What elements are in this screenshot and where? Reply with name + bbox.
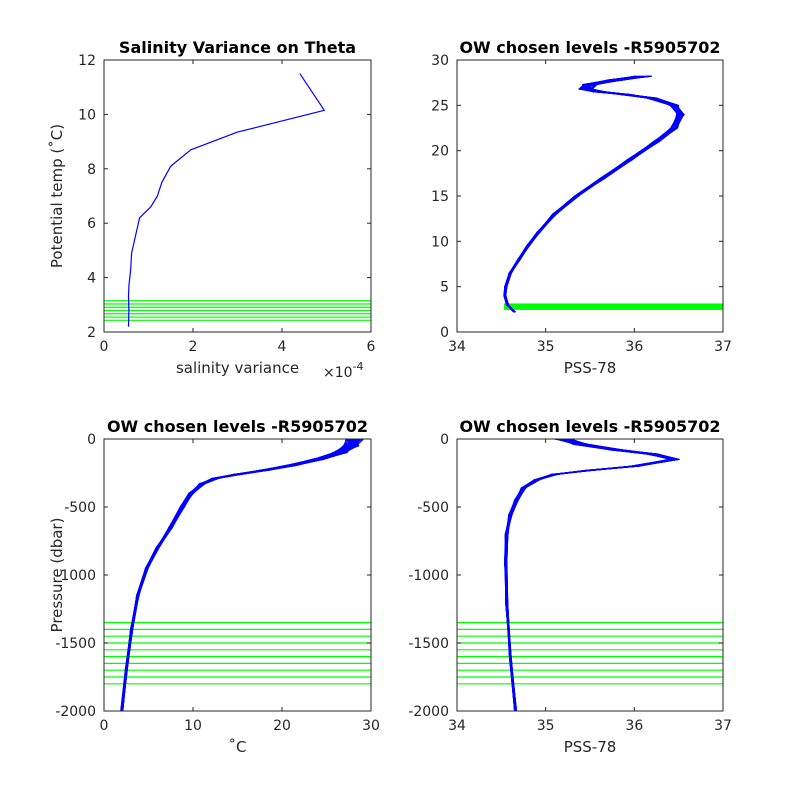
y-tick-label: 30 <box>431 53 449 69</box>
x-tick-label: 4 <box>278 339 287 355</box>
chart-title: OW chosen levels -R5905702 <box>459 38 720 57</box>
x-tick-label: 30 <box>362 718 380 734</box>
panel-pres-temp: 0 10 20 30 -2000 -1500 -1000 -500 0 OW chosen lev… <box>48 417 380 756</box>
x-tick-label: 2 <box>189 339 198 355</box>
plot-area <box>503 75 723 313</box>
panel-theta-sal: 34 35 36 37 0 5 10 15 20 25 30 OW chosen levels -R5… <box>431 38 732 377</box>
y-tick-label: 0 <box>87 432 96 448</box>
y-tick-label: 8 <box>87 162 96 178</box>
chart-title: Salinity Variance on Theta <box>119 38 356 57</box>
y-tick-label: 15 <box>431 189 449 205</box>
x-tick-label: 36 <box>625 339 643 355</box>
x-tick-label: 35 <box>537 718 555 734</box>
series-line <box>122 439 362 711</box>
x-tick-label: 36 <box>625 718 643 734</box>
x-tick-label: 35 <box>537 339 555 355</box>
x-tick-label: 34 <box>448 339 466 355</box>
x-tick-label: 0 <box>100 718 109 734</box>
y-axis-label: Pressure (dbar) <box>48 518 66 633</box>
panel-pres-sal: 34 35 36 37 -2000 -1500 -1000 -500 0 OW chosen le… <box>408 417 732 756</box>
level-band <box>503 303 723 310</box>
x-axis-exponent: ×10-4 <box>323 360 364 381</box>
y-tick-label: -1500 <box>408 636 449 652</box>
y-tick-label: 12 <box>78 53 96 69</box>
plot-area <box>104 73 371 327</box>
x-tick-label: 20 <box>273 718 291 734</box>
y-tick-label: -1500 <box>55 636 96 652</box>
y-tick-label: -500 <box>64 500 96 516</box>
x-tick-label: 37 <box>714 718 732 734</box>
exponent-power: -4 <box>353 360 364 373</box>
series-line <box>127 73 325 327</box>
y-tick-label: 0 <box>440 432 449 448</box>
y-tick-label: 10 <box>431 234 449 250</box>
x-axis-label: salinity variance <box>176 359 299 377</box>
chart-title: OW chosen levels -R5905702 <box>107 417 368 436</box>
plot-area <box>104 439 371 711</box>
y-tick-label: -2000 <box>408 704 449 720</box>
y-tick-label: -1000 <box>55 568 96 584</box>
y-tick-label: 0 <box>440 325 449 341</box>
y-tick-label: -500 <box>417 500 449 516</box>
y-tick-label: 5 <box>440 280 449 296</box>
x-tick-label: 6 <box>367 339 376 355</box>
series-line <box>504 439 679 711</box>
axes-frame <box>103 59 372 333</box>
x-tick-label: 37 <box>714 339 732 355</box>
x-axis-label: PSS-78 <box>564 359 617 377</box>
y-tick-label: -1000 <box>408 568 449 584</box>
exponent-base: ×10 <box>323 365 353 381</box>
chart-title: OW chosen levels -R5905702 <box>459 417 720 436</box>
y-tick-label: 25 <box>431 98 449 114</box>
y-tick-label: 2 <box>87 325 96 341</box>
x-axis-label: PSS-78 <box>564 738 617 756</box>
y-tick-label: 6 <box>87 216 96 232</box>
plot-area <box>457 439 723 711</box>
x-tick-label: 10 <box>184 718 202 734</box>
y-tick-label: -2000 <box>55 704 96 720</box>
y-tick-label: 20 <box>431 144 449 160</box>
x-axis-label: ˚C <box>229 738 247 756</box>
x-tick-label: 0 <box>100 339 109 355</box>
x-tick-label: 34 <box>448 718 466 734</box>
y-tick-label: 10 <box>78 107 96 123</box>
series-line <box>504 75 679 313</box>
series-line <box>122 439 359 711</box>
y-axis-label: Potential temp (˚C) <box>48 124 66 268</box>
y-tick-label: 4 <box>87 271 96 287</box>
